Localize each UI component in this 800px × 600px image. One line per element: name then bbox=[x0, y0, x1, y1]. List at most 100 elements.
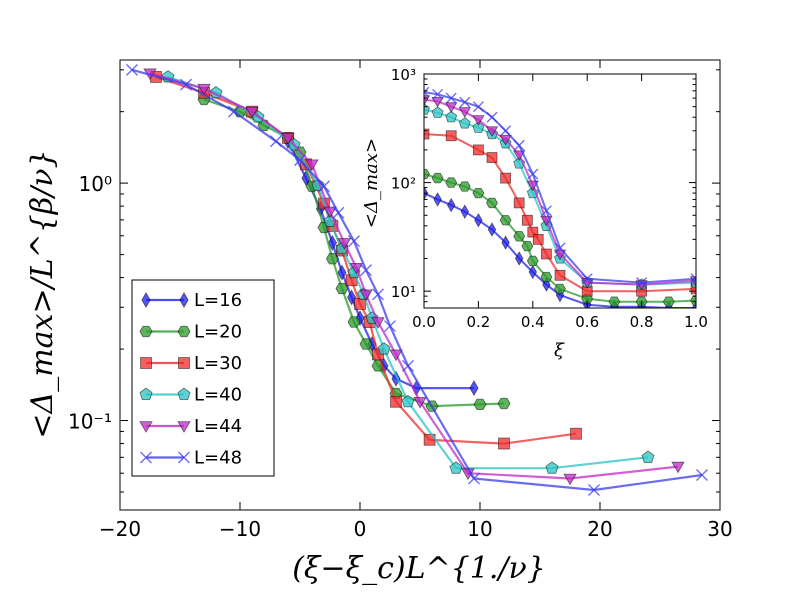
inset-series-l-40-point bbox=[458, 117, 471, 129]
main-series-l-20-point bbox=[335, 282, 349, 295]
legend-entry-l-44-marker bbox=[139, 421, 153, 433]
legend-entry-l-20-marker bbox=[139, 325, 153, 338]
main-series-l-40-point bbox=[377, 342, 391, 355]
inset-series-l-30-point bbox=[554, 269, 566, 281]
inset-series-l-20-point bbox=[540, 271, 553, 283]
legend-box bbox=[131, 279, 275, 477]
main-series-l-48-point bbox=[270, 135, 282, 148]
main-series-l-44-point bbox=[371, 317, 385, 329]
legend-entry-l-40-label: L=40 bbox=[194, 385, 242, 406]
legend-entry-l-40-marker bbox=[139, 387, 153, 401]
inset-xtick-label: 0.8 bbox=[630, 313, 654, 331]
inset-series-l-30-point bbox=[500, 172, 512, 184]
inset-series-l-16-point bbox=[514, 251, 524, 266]
main-series-l-48-point bbox=[294, 154, 306, 167]
main-series-l-48-point bbox=[360, 264, 372, 277]
inset-x-axis-label: ξ bbox=[554, 340, 565, 361]
main-series-l-48-point bbox=[332, 206, 345, 219]
inset-series-l-20-point bbox=[472, 187, 485, 199]
inset-series-l-16-point bbox=[501, 235, 510, 250]
inset-series-l-48-point bbox=[459, 96, 471, 108]
inset-series-l-48-point bbox=[554, 242, 566, 254]
main-series-l-48-point bbox=[588, 483, 600, 496]
inset-series-l-30-point bbox=[541, 248, 552, 260]
inset-series-l-30-point bbox=[472, 144, 484, 156]
inset-series-l-20-point bbox=[662, 296, 675, 307]
main-series-l-44-point bbox=[281, 133, 295, 145]
main-xtick-label: 0 bbox=[354, 517, 367, 541]
inset-series-l-30-point bbox=[445, 130, 457, 142]
inset-series-l-16-point bbox=[433, 192, 442, 207]
inset-series-l-40-point bbox=[472, 121, 485, 133]
main-series-l-40-point bbox=[449, 461, 463, 474]
axis-labels: (ξ−ξ_c)L^{1./ν} <Δ_max>/L^{β/ν} ξ <Δ_max… bbox=[25, 138, 565, 586]
inset-series-l-44-point bbox=[472, 115, 485, 126]
main-series-l-44-point bbox=[337, 238, 352, 250]
main-xtick-label: −20 bbox=[99, 517, 141, 541]
main-series-l-48-point bbox=[318, 180, 330, 193]
inset-series-l-44-point bbox=[445, 102, 458, 113]
main-series-l-44-point bbox=[349, 262, 364, 275]
legend-entry-l-48-marker bbox=[140, 451, 152, 464]
inset-series-l-48-point bbox=[486, 111, 498, 123]
inset-series-l-30-point bbox=[527, 226, 539, 238]
main-series-l-48-point bbox=[228, 105, 240, 118]
inset-series-l-48-point bbox=[690, 273, 696, 285]
main-ytick-label: 10⁰ bbox=[79, 172, 112, 196]
main-series-l-44-point bbox=[563, 473, 577, 486]
main-xtick-label: −10 bbox=[219, 517, 261, 541]
main-series-l-48-point bbox=[372, 288, 384, 301]
inset-series-l-16-line bbox=[424, 192, 696, 308]
main-series-l-44-point bbox=[671, 461, 685, 474]
inset-series-l-20-point bbox=[554, 283, 566, 295]
inset-series-l-30-point bbox=[521, 214, 533, 226]
inset-series-l-20-point bbox=[608, 296, 621, 307]
inset-plot-area bbox=[424, 74, 696, 308]
inset-series-l-20-point bbox=[458, 181, 471, 192]
main-series-l-20-point bbox=[497, 397, 511, 410]
inset-ytick-label: 10² bbox=[391, 175, 416, 193]
legend-entry-l-44-marker bbox=[177, 421, 191, 433]
main-series-l-44-point bbox=[413, 396, 427, 409]
inset-series-l-44-point bbox=[458, 107, 471, 118]
main-series-l-44-point bbox=[245, 106, 259, 119]
inset-ytick-label: 10¹ bbox=[391, 283, 416, 301]
main-series-l-40-point bbox=[401, 394, 415, 408]
legend-entry-l-16-label: L=16 bbox=[194, 290, 242, 311]
inset-series-l-20-point bbox=[445, 177, 458, 188]
inset-series-l-48-point bbox=[540, 205, 552, 217]
main-series-l-44-point bbox=[359, 289, 373, 302]
inset-ytick-label: 10³ bbox=[391, 66, 416, 84]
inset-series-l-20-point bbox=[431, 172, 444, 184]
main-series-l-30-point bbox=[354, 297, 366, 310]
main-series-l-30-point bbox=[390, 395, 402, 408]
inset-series-l-30-point bbox=[513, 197, 525, 209]
main-series-l-48-point bbox=[180, 78, 192, 91]
legend-entry-l-48-label: L=48 bbox=[194, 448, 242, 469]
main-series-l-48-point bbox=[402, 359, 414, 372]
inset-series-l-30-point bbox=[532, 233, 544, 245]
main-series-l-40-point bbox=[641, 450, 655, 463]
main-series-l-30-point bbox=[570, 427, 582, 440]
inset-series-l-48-point bbox=[424, 86, 430, 98]
main-series-l-44-point bbox=[389, 349, 403, 362]
main-series-l-44-point bbox=[305, 159, 319, 172]
main-series-l-16-point bbox=[347, 289, 357, 306]
main-series-l-20-point bbox=[325, 253, 339, 265]
legend-entry-l-20-marker bbox=[177, 325, 191, 338]
legend-entry-l-16-marker bbox=[179, 292, 189, 308]
main-xtick-label: 10 bbox=[467, 517, 492, 541]
inset-series-l-16-point bbox=[528, 264, 538, 280]
inset-series-l-40-point bbox=[431, 106, 444, 118]
legend-entry-l-40-marker bbox=[177, 387, 191, 401]
inset-series-l-16-point bbox=[487, 222, 497, 237]
main-series-l-16-point bbox=[469, 380, 479, 397]
inset-series-l-16-point bbox=[474, 212, 483, 228]
inset-series-l-20-point bbox=[424, 168, 430, 180]
inset-xtick-label: 0.2 bbox=[466, 313, 490, 331]
inset-series-l-20-point bbox=[521, 240, 534, 252]
inset-series-l-44-point bbox=[499, 134, 512, 146]
inset-series-l-48-point bbox=[513, 139, 525, 151]
inset-series-l-20-point bbox=[499, 215, 512, 226]
